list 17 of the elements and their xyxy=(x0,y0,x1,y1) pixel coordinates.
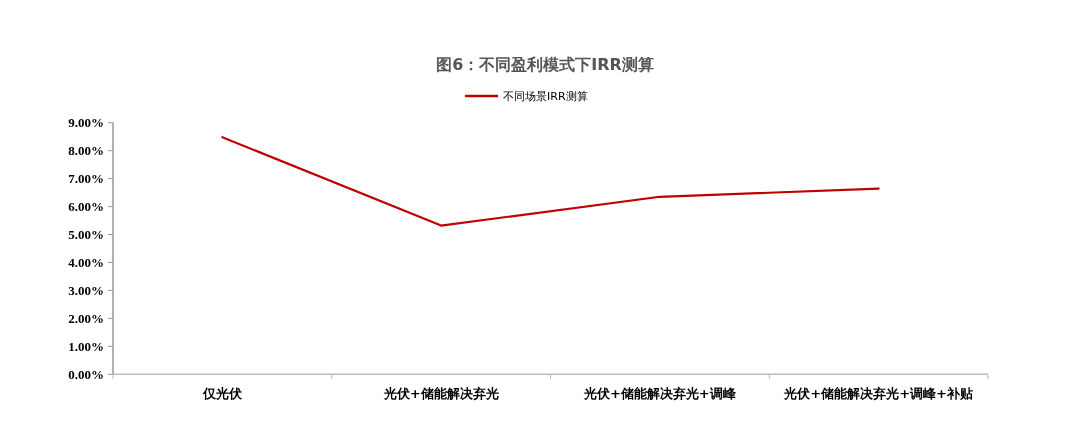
y-tick-label: 8.00% xyxy=(68,143,104,159)
y-tick-label: 0.00% xyxy=(68,366,104,382)
x-tick-label: 光伏+储能解决弃光 xyxy=(382,386,499,401)
y-tick-label: 9.00% xyxy=(68,115,104,131)
y-tick-label: 3.00% xyxy=(68,282,104,298)
legend-label: 不同场景IRR测算 xyxy=(503,90,588,103)
line-series xyxy=(221,136,880,227)
y-tick-label: 7.00% xyxy=(68,171,104,187)
y-tick-label: 6.00% xyxy=(68,199,104,215)
chart-title: 图6：不同盈利模式下IRR测算 xyxy=(436,55,654,74)
y-tick-label: 5.00% xyxy=(68,227,104,243)
y-tick-label: 2.00% xyxy=(68,310,104,326)
x-tick-label: 光伏+储能解决弃光+调峰 xyxy=(582,386,737,401)
x-tick-label: 仅光伏 xyxy=(201,386,243,401)
y-tick-label: 4.00% xyxy=(68,254,104,270)
x-tick-label: 光伏+储能解决弃光+调峰+补贴 xyxy=(783,386,973,401)
y-tick-label: 1.00% xyxy=(68,338,104,354)
